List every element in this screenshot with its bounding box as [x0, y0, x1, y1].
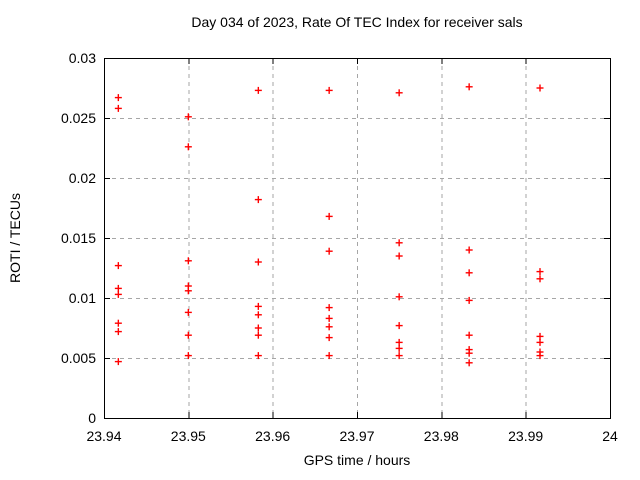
x-axis-title: GPS time / hours [303, 452, 411, 468]
plot-frame [104, 58, 611, 419]
y-tick-label: 0.005 [61, 350, 96, 366]
data-point-marker [395, 239, 403, 247]
data-point-marker [114, 104, 122, 112]
data-point-marker [395, 344, 403, 352]
data-point-marker [395, 338, 403, 346]
y-tick-label: 0.02 [69, 170, 96, 186]
data-point-marker [184, 143, 192, 151]
data-point-marker [536, 338, 544, 346]
data-point-marker [254, 352, 262, 360]
x-tick-label: 23.99 [508, 428, 543, 444]
data-point-marker [465, 331, 473, 339]
data-point-marker [325, 352, 333, 360]
data-point-marker [536, 332, 544, 340]
data-point-marker [325, 334, 333, 342]
data-point-marker [395, 252, 403, 260]
series-ROTI [114, 83, 544, 367]
data-point-marker [254, 311, 262, 319]
data-point-marker [114, 284, 122, 292]
data-point-marker [465, 83, 473, 91]
y-tick-label: 0.015 [61, 230, 96, 246]
data-point-marker [395, 89, 403, 97]
data-point-marker [325, 247, 333, 255]
data-point-marker [395, 293, 403, 301]
data-point-marker [114, 319, 122, 327]
data-point-marker [114, 262, 122, 270]
x-tick-labels: 23.94 23.95 23.96 23.97 23.98 23.99 24 [86, 428, 618, 444]
data-point-marker [114, 328, 122, 336]
data-point-marker [184, 287, 192, 295]
data-point-marker [325, 212, 333, 220]
data-point-marker [254, 86, 262, 94]
data-point-marker [184, 352, 192, 360]
data-point-marker [184, 113, 192, 121]
y-tick-label: 0.03 [69, 50, 96, 66]
data-point-marker [184, 308, 192, 316]
x-tick-label: 23.98 [424, 428, 459, 444]
data-point-marker [184, 331, 192, 339]
x-tick-label: 23.94 [86, 428, 121, 444]
data-point-marker [114, 290, 122, 298]
data-point-marker [465, 359, 473, 367]
data-point-marker [254, 258, 262, 266]
y-tick-label: 0.025 [61, 110, 96, 126]
data-point-marker [395, 352, 403, 360]
data-point-marker [254, 324, 262, 332]
data-point-marker [114, 358, 122, 366]
data-point-marker [395, 322, 403, 330]
data-point-marker [465, 269, 473, 277]
x-tick-label: 23.96 [255, 428, 290, 444]
x-tick-label: 23.95 [171, 428, 206, 444]
data-point-marker [536, 352, 544, 360]
data-point-marker [254, 196, 262, 204]
chart-title: Day 034 of 2023, Rate Of TEC Index for r… [191, 14, 523, 30]
data-point-marker [114, 94, 122, 102]
data-point-marker [325, 86, 333, 94]
data-point-marker [536, 275, 544, 283]
data-point-marker [254, 302, 262, 310]
data-point-marker [325, 304, 333, 312]
data-point-marker [325, 314, 333, 322]
data-point-marker [536, 268, 544, 276]
data-point-marker [254, 331, 262, 339]
y-tick-label: 0.01 [69, 290, 96, 306]
data-point-marker [465, 349, 473, 357]
data-point-marker [325, 323, 333, 331]
data-point-marker [536, 84, 544, 92]
x-tick-label: 23.97 [339, 428, 374, 444]
data-point-marker [465, 296, 473, 304]
data-point-marker [184, 257, 192, 265]
gridlines [104, 58, 610, 418]
x-tick-label: 24 [602, 428, 618, 444]
data-point-marker [465, 246, 473, 254]
y-tick-label: 0 [88, 410, 96, 426]
y-tick-labels: 0 0.005 0.01 0.015 0.02 0.025 0.03 [61, 50, 96, 426]
